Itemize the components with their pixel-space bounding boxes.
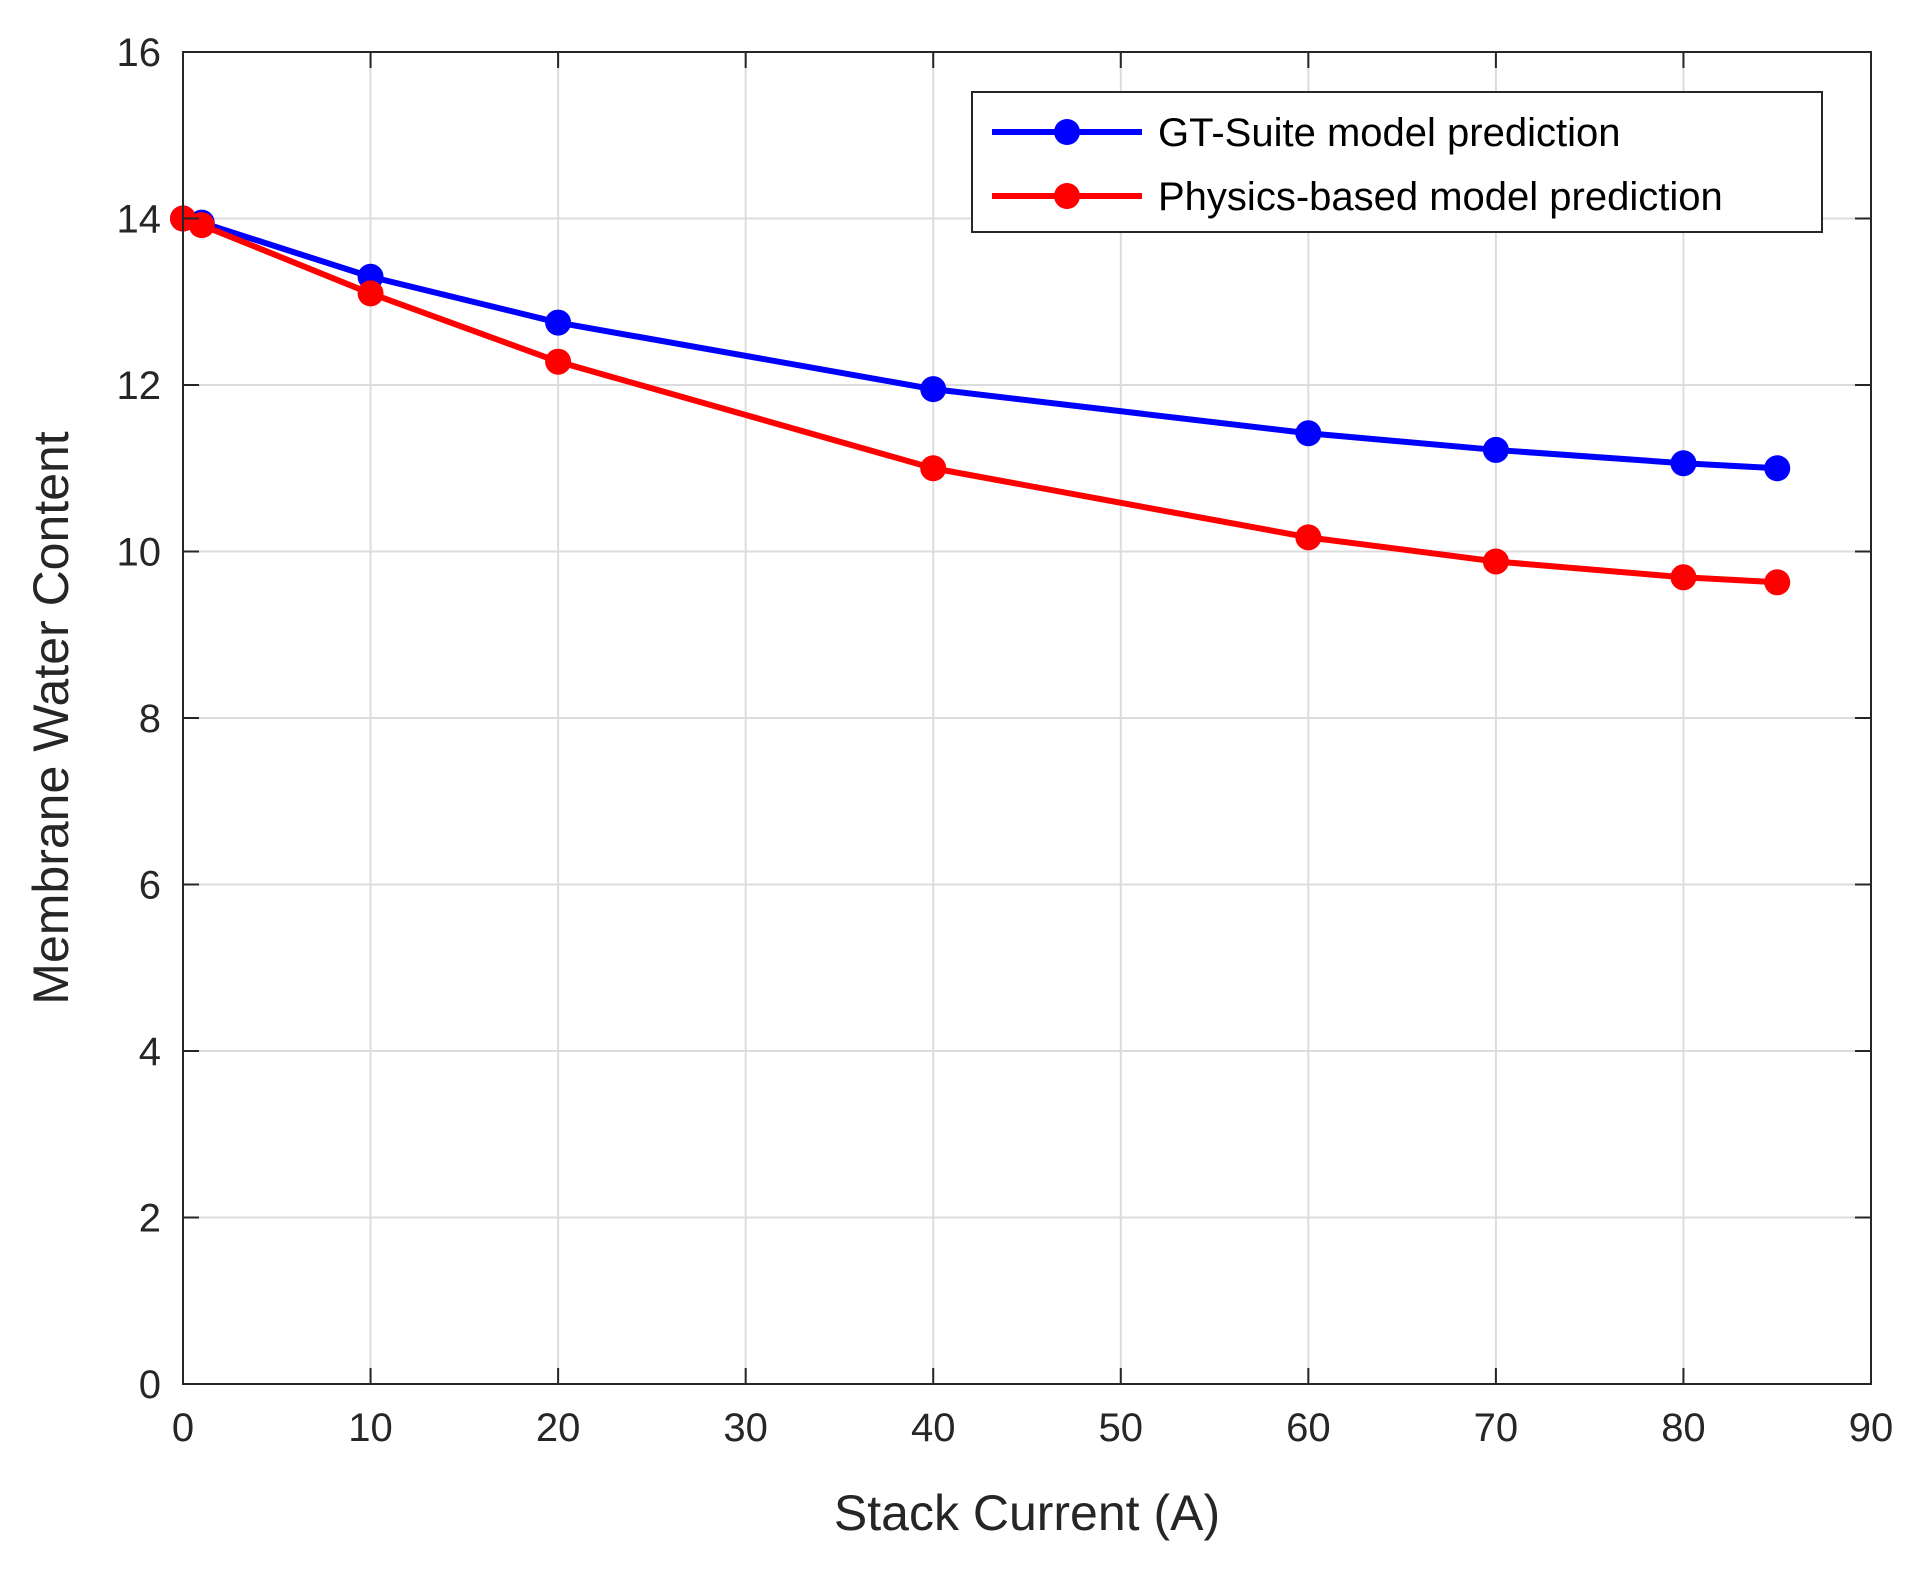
- legend-marker-2: [1054, 183, 1080, 209]
- x-tick-label: 0: [172, 1406, 194, 1450]
- series-1-point: [1670, 450, 1697, 477]
- series-2-point: [188, 212, 215, 239]
- series-2-point: [920, 455, 947, 482]
- y-tick-label: 4: [139, 1030, 161, 1074]
- x-tick-label: 60: [1286, 1406, 1331, 1450]
- series-layer: [170, 205, 1791, 596]
- series-2-point: [357, 280, 384, 307]
- x-tick-label: 30: [723, 1406, 768, 1450]
- axis-ticks: 0 10 20 30 40 50 60 70 80 90 0 2 4 6 8 10 12 14 16: [117, 31, 1894, 1450]
- series-1-point: [1295, 420, 1322, 447]
- x-tick-label: 90: [1849, 1406, 1894, 1450]
- legend: GT-Suite model prediction Physics-based m…: [971, 91, 1823, 233]
- y-tick-label: 12: [117, 364, 162, 408]
- series-2-point: [1764, 569, 1791, 596]
- y-tick-label: 2: [139, 1197, 161, 1241]
- legend-label-1: GT-Suite model prediction: [1158, 111, 1620, 155]
- y-tick-label: 8: [139, 697, 161, 741]
- x-tick-label: 50: [1099, 1406, 1144, 1450]
- series-1-point: [920, 376, 947, 403]
- x-tick-label: 20: [536, 1406, 581, 1450]
- y-axis-title: Membrane Water Content: [23, 431, 79, 1004]
- x-tick-label: 70: [1474, 1406, 1519, 1450]
- series-2-point: [1482, 548, 1509, 575]
- y-tick-label: 0: [139, 1363, 161, 1407]
- y-tick-label: 16: [117, 31, 162, 75]
- x-axis-title: Stack Current (A): [834, 1485, 1220, 1541]
- x-tick-label: 10: [348, 1406, 393, 1450]
- series-1-point: [1482, 436, 1509, 463]
- legend-entries: GT-Suite model prediction Physics-based m…: [992, 111, 1723, 219]
- legend-label-2: Physics-based model prediction: [1158, 175, 1723, 219]
- series-2-point: [1670, 564, 1697, 591]
- legend-box: [971, 91, 1823, 233]
- x-tick-label: 80: [1661, 1406, 1706, 1450]
- series-2-point: [545, 348, 572, 375]
- series-2-point: [1295, 524, 1322, 551]
- y-tick-label: 14: [117, 198, 162, 242]
- series-1-point: [1764, 455, 1791, 482]
- x-tick-label: 40: [911, 1406, 956, 1450]
- legend-marker-1: [1054, 119, 1080, 145]
- y-tick-label: 6: [139, 864, 161, 908]
- series-1-point: [545, 309, 572, 336]
- y-tick-label: 10: [117, 531, 162, 575]
